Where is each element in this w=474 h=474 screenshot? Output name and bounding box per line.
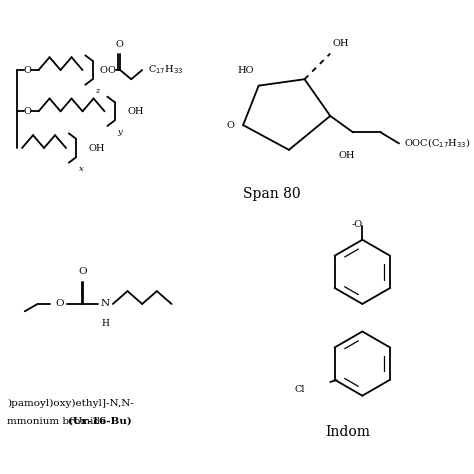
Text: )pamoyl)oxy)ethyl]-N,N-: )pamoyl)oxy)ethyl]-N,N- [7,399,134,408]
Text: (Ur-16-Bu): (Ur-16-Bu) [68,417,132,426]
Text: O: O [78,267,87,276]
Text: O: O [24,65,31,74]
Text: O: O [115,40,123,49]
Text: H: H [101,319,109,328]
Text: O: O [108,65,116,74]
Text: O: O [226,120,234,129]
Text: O: O [24,107,31,116]
Text: OOC(C$_{17}$H$_{33}$): OOC(C$_{17}$H$_{33}$) [404,137,470,150]
Text: z: z [95,87,100,94]
Text: HO: HO [237,65,254,74]
Text: OH: OH [128,107,144,116]
Text: Indom: Indom [326,425,371,439]
Text: x: x [79,164,83,173]
Text: OH: OH [89,144,106,153]
Text: -O: -O [351,219,362,228]
Text: N: N [101,300,110,309]
Text: O: O [100,65,108,74]
Text: O: O [55,300,64,309]
Text: C$_{17}$H$_{33}$: C$_{17}$H$_{33}$ [148,64,183,76]
Text: OH: OH [333,39,349,48]
Text: Span 80: Span 80 [243,187,301,201]
Text: y: y [118,128,122,136]
Text: Cl: Cl [295,385,305,394]
Text: OH: OH [338,151,355,160]
Text: mmonium bromide: mmonium bromide [7,417,109,426]
